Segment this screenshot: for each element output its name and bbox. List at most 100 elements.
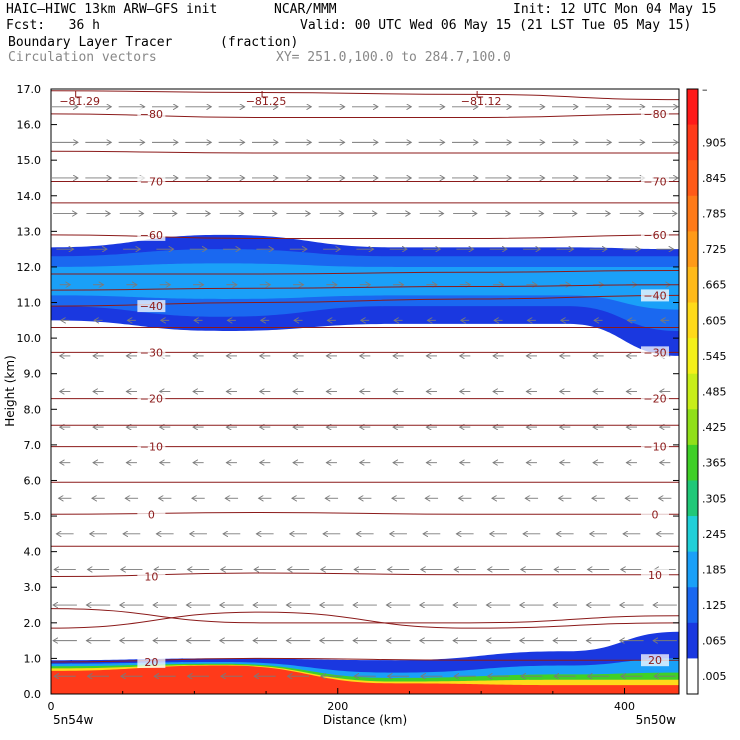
colorbar-segment	[687, 587, 698, 624]
contour-label: −70	[643, 176, 666, 189]
colorbar-label: .005	[702, 670, 727, 683]
y-axis-label: Height (km)	[3, 355, 17, 426]
colorbar-segment	[687, 195, 698, 232]
colorbar-segment	[687, 480, 698, 517]
contour-label: −70	[140, 176, 163, 189]
y-tick-label: 7.0	[24, 439, 42, 452]
y-tick-label: 11.0	[17, 297, 42, 310]
colorbar-segment	[687, 409, 698, 446]
y-tick-label: 8.0	[24, 403, 42, 416]
right-endpoint-label: 5n50w	[636, 713, 677, 727]
colorbar-segment	[687, 551, 698, 588]
contour-label: −30	[140, 346, 163, 359]
contour-label: −40	[140, 300, 163, 313]
contour-label: −10	[643, 441, 666, 454]
tracer-region-7	[51, 665, 679, 694]
y-tick-label: 0.0	[24, 688, 42, 701]
colorbar-segment	[687, 124, 698, 161]
tropopause-marker	[476, 91, 484, 98]
temperature-contour	[51, 90, 679, 101]
contour-label: 20	[648, 654, 662, 667]
left-endpoint-label: 5n54w	[53, 713, 94, 727]
y-tick-label: 12.0	[17, 261, 42, 274]
y-tick-label: 17.0	[17, 83, 42, 96]
y-tick-label: 6.0	[24, 474, 42, 487]
colorbar-segment	[687, 302, 698, 339]
tropopause-label: −81.12	[461, 95, 502, 108]
y-tick-label: 10.0	[17, 332, 42, 345]
contour-label: 0	[652, 508, 659, 521]
model-title: HAIC–HIWC 13km ARW–GFS init	[6, 2, 218, 17]
colorbar-segment	[687, 231, 698, 268]
x-tick-label: 200	[327, 700, 348, 713]
contour-label: −30	[643, 346, 666, 359]
org-label: NCAR/MMM	[274, 2, 337, 17]
colorbar-label: .485	[702, 386, 727, 399]
contour-label: −80	[643, 108, 666, 121]
init-time: Init: 12 UTC Mon 04 May 15	[513, 2, 717, 17]
colorbar-label: .245	[702, 528, 727, 541]
x-tick-label: 400	[614, 700, 635, 713]
temperature-contour	[51, 150, 679, 154]
contour-label: 20	[144, 656, 158, 669]
tropopause-marker	[75, 91, 82, 98]
colorbar-label: –	[702, 83, 708, 96]
x-tick-label: 0	[48, 700, 55, 713]
colorbar-label: .665	[702, 279, 727, 292]
colorbar-label: .605	[702, 314, 727, 327]
tracer-region-2	[51, 263, 679, 310]
tropopause-label: −81.25	[246, 95, 287, 108]
colorbar-label: .185	[702, 563, 727, 576]
valid-time: Valid: 00 UTC Wed 06 May 15 (21 LST Tue …	[300, 18, 692, 33]
y-tick-label: 1.0	[24, 652, 42, 665]
contour-label: −20	[140, 393, 163, 406]
temperature-contour	[51, 608, 679, 624]
y-tick-label: 2.0	[24, 617, 42, 630]
contour-label: 10	[144, 571, 158, 584]
colorbar-label: .545	[702, 350, 727, 363]
y-tick-label: 15.0	[17, 154, 42, 167]
colorbar-label: .125	[702, 599, 727, 612]
contour-label: −40	[643, 289, 666, 302]
contour-label: −80	[140, 108, 163, 121]
x-axis-label: Distance (km)	[323, 713, 407, 727]
colorbar-segment	[687, 373, 698, 410]
colorbar-segment	[687, 444, 698, 481]
colorbar-segment	[687, 266, 698, 304]
contour-label: −60	[140, 229, 163, 242]
colorbar-label: .785	[702, 208, 727, 221]
contour-label: 10	[648, 569, 662, 582]
tropopause-label: −81.29	[59, 95, 100, 108]
temperature-contour	[51, 270, 679, 275]
colorbar-segment	[687, 160, 698, 197]
y-tick-label: 5.0	[24, 510, 42, 523]
field-units: (fraction)	[220, 35, 299, 50]
contour-label: −20	[643, 393, 666, 406]
colorbar-label: .725	[702, 243, 727, 256]
colorbar-label: .425	[702, 421, 727, 434]
colorbar-segment	[687, 622, 698, 659]
temperature-contour	[51, 611, 679, 629]
colorbar-segment	[687, 516, 698, 553]
colorbar-label: .305	[702, 492, 727, 505]
colorbar-segment	[687, 338, 698, 375]
contour-label: −60	[643, 229, 666, 242]
y-tick-label: 13.0	[17, 225, 42, 238]
y-tick-label: 16.0	[17, 119, 42, 132]
colorbar-segment	[687, 658, 698, 695]
tropopause-marker	[261, 91, 269, 98]
colorbar-frame	[686, 88, 699, 695]
contour-label: 0	[148, 508, 155, 521]
colorbar-label: .065	[702, 635, 727, 648]
forecast-hour: Fcst: 36 h	[6, 18, 100, 33]
xy-endpoints: XY= 251.0,100.0 to 284.7,100.0	[276, 50, 511, 65]
vector-label: Circulation vectors	[8, 50, 157, 65]
contour-label: −10	[140, 441, 163, 454]
y-tick-label: 3.0	[24, 581, 42, 594]
y-tick-label: 14.0	[17, 190, 42, 203]
colorbar-label: .845	[702, 172, 727, 185]
y-tick-label: 4.0	[24, 546, 42, 559]
colorbar-label: .365	[702, 457, 727, 470]
plot-frame	[50, 88, 680, 695]
